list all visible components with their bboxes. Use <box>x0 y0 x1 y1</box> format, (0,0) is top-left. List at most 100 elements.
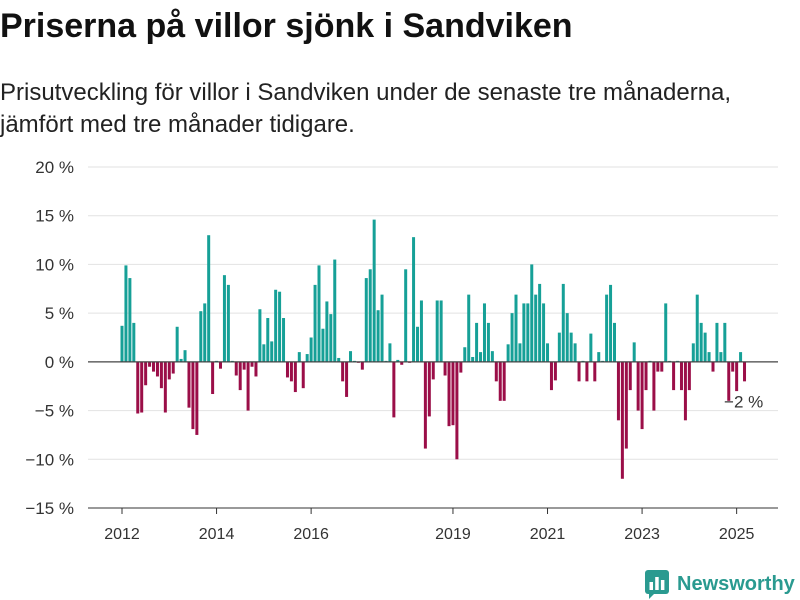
chart-bar <box>731 361 735 372</box>
chart-bar <box>715 322 719 362</box>
chart-bar <box>628 361 632 391</box>
chart-bar <box>695 294 699 362</box>
chart-bar <box>250 361 254 367</box>
chart-bar <box>620 361 624 479</box>
chart-bar <box>549 361 553 391</box>
chart-bar <box>530 264 534 362</box>
chart-bar <box>522 303 526 362</box>
chart-bar <box>219 361 222 369</box>
chart-bar <box>475 322 479 362</box>
chart-bar <box>719 352 723 362</box>
chart-bar <box>561 283 565 362</box>
chart-bar <box>585 361 589 382</box>
chart-bar <box>707 352 711 362</box>
chart-bar <box>278 291 282 362</box>
chart-bar <box>683 361 687 421</box>
chart-bar <box>238 361 242 391</box>
chart-bar <box>632 342 636 362</box>
chart-bar <box>419 300 423 362</box>
chart-bar <box>333 259 337 362</box>
newsworthy-logo[interactable]: Newsworthy <box>645 569 795 599</box>
chart-bar <box>435 300 439 362</box>
chart-bar <box>120 325 124 362</box>
chart-bar <box>349 351 353 362</box>
chart-bar <box>140 361 144 413</box>
chart-bar <box>589 333 593 362</box>
chart-bar <box>577 361 581 382</box>
logo-icon-bar <box>660 580 665 590</box>
chart-bar <box>451 361 455 426</box>
chart-bar <box>565 313 569 362</box>
chart-bar <box>542 303 546 362</box>
chart-bar <box>179 358 183 362</box>
chart-bar <box>471 356 475 362</box>
chart-bar <box>613 322 616 362</box>
chart-bar <box>526 303 530 362</box>
chart-bar <box>518 343 522 362</box>
chart-bar <box>423 361 427 449</box>
gridlines <box>88 166 778 509</box>
chart-bar <box>144 361 148 386</box>
chart-bar <box>203 303 207 362</box>
chart-bar <box>636 361 640 411</box>
chart-bar <box>254 361 258 377</box>
chart-bar <box>128 278 132 362</box>
chart-bar <box>506 344 510 362</box>
chart-bar <box>427 361 431 417</box>
x-axis: 2012 2014 2016 2019 2021 2023 2025 <box>104 508 755 543</box>
chart-bar <box>534 294 538 362</box>
chart-bar <box>258 309 262 362</box>
logo-icon-bar <box>655 577 659 590</box>
chart-bar <box>124 265 128 362</box>
chart-bar <box>325 301 329 362</box>
y-tick-label: 10 % <box>35 255 74 274</box>
chart-bar <box>364 278 368 362</box>
chart-bar <box>211 361 215 395</box>
y-tick-label: −5 % <box>35 402 74 421</box>
chart-bar <box>159 361 163 389</box>
chart-bar <box>337 357 341 362</box>
chart-bar <box>329 314 333 362</box>
chart-bar <box>266 318 270 362</box>
chart-bar <box>439 300 443 362</box>
y-tick-label: 0 % <box>45 353 74 372</box>
y-tick-label: 5 % <box>45 304 74 323</box>
chart-bar <box>640 361 644 430</box>
chart-bar <box>321 328 325 362</box>
chart-bar <box>467 294 471 362</box>
chart-bar <box>431 361 435 380</box>
chart-bar <box>187 361 191 408</box>
chart-bar <box>274 289 278 362</box>
chart-bar <box>388 343 392 362</box>
chart-bar <box>360 361 364 370</box>
chart-bar <box>380 294 384 362</box>
chart-bar <box>368 269 372 362</box>
y-axis-labels: 20 % 15 % 10 % 5 % 0 % −5 % −10 % −15 % <box>25 158 74 518</box>
chart-bar <box>262 344 266 362</box>
x-tick-label: 2021 <box>530 526 566 543</box>
annotations: −2 % <box>724 392 763 411</box>
chart-bar <box>392 361 396 418</box>
chart-bar <box>455 361 459 460</box>
chart-bar <box>183 350 187 362</box>
chart-bar <box>510 313 514 362</box>
chart-bar <box>301 361 305 389</box>
logo-icon-bar <box>649 582 653 590</box>
chart-bar <box>305 354 309 362</box>
chart-bar <box>711 361 715 372</box>
chart-bar <box>609 284 613 362</box>
chart-title: Priserna på villor sjönk i Sandviken <box>0 7 573 45</box>
chart-bar <box>699 322 703 362</box>
chart-bar <box>447 361 451 427</box>
chart-bar <box>656 361 660 372</box>
logo-icon-pointer <box>649 593 655 599</box>
chart-bar <box>412 237 416 362</box>
chart-bar <box>723 322 727 362</box>
chart-bar <box>557 332 561 362</box>
chart-bar <box>175 326 179 362</box>
chart-bar <box>605 294 609 362</box>
chart-bar <box>171 361 175 374</box>
chart-bar <box>691 343 695 362</box>
y-tick-label: −15 % <box>25 499 74 518</box>
chart-bar <box>313 284 317 362</box>
